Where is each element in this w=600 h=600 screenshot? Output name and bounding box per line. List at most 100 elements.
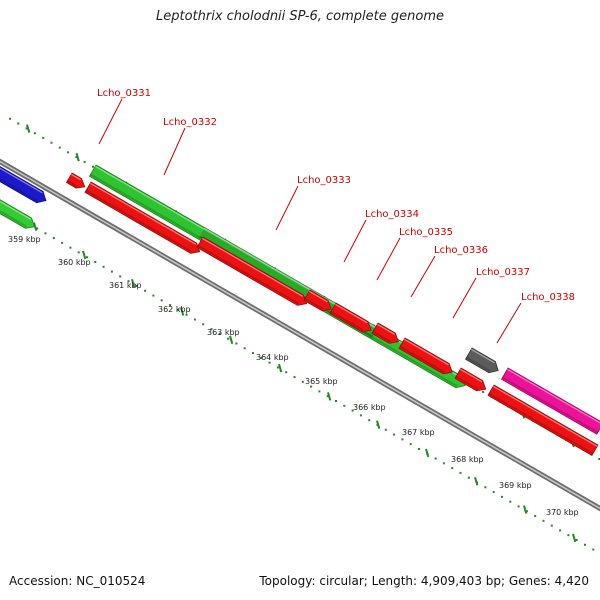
gene-layer xyxy=(0,164,600,456)
inner-ring-dot xyxy=(260,356,263,359)
label-layer: Lcho_0331 Lcho_0332 Lcho_0333 Lcho_0334 Lcho… xyxy=(97,88,575,344)
inner-ring-dot xyxy=(185,313,188,316)
outer-ring-dot xyxy=(50,141,53,144)
inner-ring-dot xyxy=(418,447,420,450)
gene-red-1-highlight xyxy=(89,182,197,245)
inner-ring-dot xyxy=(501,495,503,498)
gene-red-small-highlight xyxy=(70,173,82,181)
inner-ring-dot xyxy=(351,409,354,412)
inner-ring-dot xyxy=(442,462,445,465)
inner-ring-tick xyxy=(278,363,283,373)
inner-ring-dot xyxy=(434,457,437,460)
gene-label: Lcho_0334 xyxy=(365,209,419,220)
inner-ring-dot xyxy=(86,256,88,259)
inner-ring-dot xyxy=(401,438,404,441)
gene-leader-line xyxy=(98,98,123,145)
map-title: Leptothrix cholodnii SP-6, complete geno… xyxy=(156,9,444,24)
gene-leader-line xyxy=(163,127,186,176)
inner-ring-dot xyxy=(127,280,130,283)
inner-ring-dot xyxy=(409,443,412,446)
gene-red-3 xyxy=(303,289,332,312)
inner-ring-dot xyxy=(575,538,578,541)
inner-ring-dot xyxy=(160,299,163,302)
outer-ring-dot xyxy=(25,127,28,130)
gene-blue-left-shade xyxy=(0,178,39,202)
tick-label: 369 kbp xyxy=(499,481,532,490)
inner-ring-dot xyxy=(467,476,470,479)
gene-red-3-highlight xyxy=(308,290,328,303)
inner-ring-dot xyxy=(52,237,55,240)
inner-ring-dot xyxy=(393,433,396,436)
inner-ring-dot xyxy=(276,366,279,369)
genome-summary-text: Topology: circular; Length: 4,909,403 bp… xyxy=(259,574,589,588)
inner-ring-dot xyxy=(235,342,238,345)
inner-ring-dot xyxy=(559,529,562,532)
inner-ring-dot xyxy=(44,232,47,235)
inner-ring-tick xyxy=(425,448,430,458)
tick-label: 368 kbp xyxy=(451,455,484,464)
gene-green-left-highlight xyxy=(0,200,32,220)
outer-ring-dot xyxy=(67,151,70,154)
tick-label: 360 kbp xyxy=(58,258,91,267)
inner-ring-dot xyxy=(169,304,171,307)
gene-red-7-shade xyxy=(455,375,479,391)
tick-label: 362 kbp xyxy=(158,305,191,314)
inner-ring-tick xyxy=(572,533,577,543)
gene-red-7 xyxy=(454,367,487,392)
inner-ring-dot xyxy=(384,428,387,431)
inner-ring-dot xyxy=(227,337,230,340)
gene-leader-line xyxy=(496,302,522,344)
gene-red-small-shade xyxy=(66,179,78,188)
inner-ring-dot xyxy=(359,414,362,417)
inner-ring-dot xyxy=(326,395,329,398)
inner-ring-dot xyxy=(135,284,138,287)
inner-ring-dot xyxy=(152,294,155,297)
inner-ring-tick xyxy=(180,307,185,316)
inner-ring-dot xyxy=(94,261,97,264)
gene-red-2-highlight xyxy=(201,237,304,297)
map-background-layer: 359 kbp 360 kbp 361 kbp 362 kbp 363 kbp 364 k… xyxy=(0,117,600,551)
gene-red-2-shade xyxy=(197,244,299,305)
gene-leader-line xyxy=(376,237,401,281)
gene-red-5-shade xyxy=(372,330,391,343)
inner-ring-tick xyxy=(523,505,528,514)
inner-ring-tick xyxy=(229,335,234,345)
inner-ring-tick xyxy=(131,278,136,288)
gene-red-4 xyxy=(329,302,372,333)
gene-red-6-highlight xyxy=(403,338,449,366)
outer-ring-dot xyxy=(17,122,20,125)
inner-ring-dot xyxy=(69,246,72,249)
inner-ring-dot xyxy=(193,318,196,321)
gene-gray-forward xyxy=(464,347,499,374)
inner-ring-dot xyxy=(77,251,80,254)
tick-label: 363 kbp xyxy=(207,328,240,337)
inner-ring-tick xyxy=(33,222,38,231)
accession-text: Accession: NC_010524 xyxy=(9,574,146,588)
tick-label: 361 kbp xyxy=(109,281,142,290)
inner-ring-dot xyxy=(301,380,304,383)
tick-label: 367 kbp xyxy=(402,428,435,437)
inner-ring-dot xyxy=(550,524,553,527)
gene-red-1-shade xyxy=(85,189,193,253)
gene-leader-line xyxy=(275,185,299,231)
gene-red-8-shade xyxy=(488,392,594,455)
gene-red-7-highlight xyxy=(459,368,483,383)
tick-label: 370 kbp xyxy=(546,508,579,517)
inner-ring-dot xyxy=(202,323,205,326)
inner-ring-dot xyxy=(484,486,487,489)
inner-ring-tick xyxy=(474,476,479,486)
gene-red-3-shade xyxy=(304,297,324,311)
inner-ring-dot xyxy=(110,270,113,273)
inner-ring-dot xyxy=(542,519,545,522)
outer-ring-tick xyxy=(26,124,31,133)
inner-ring-dot xyxy=(335,400,337,403)
gene-lcho-0332-green-highlight xyxy=(94,165,462,379)
gene-red-6 xyxy=(398,337,453,375)
gene-red-4-highlight xyxy=(334,303,368,324)
gene-label: Lcho_0332 xyxy=(163,117,217,128)
gene-red-5 xyxy=(371,322,399,344)
outer-ring-dot xyxy=(9,117,11,120)
inner-ring-dot xyxy=(252,352,254,355)
